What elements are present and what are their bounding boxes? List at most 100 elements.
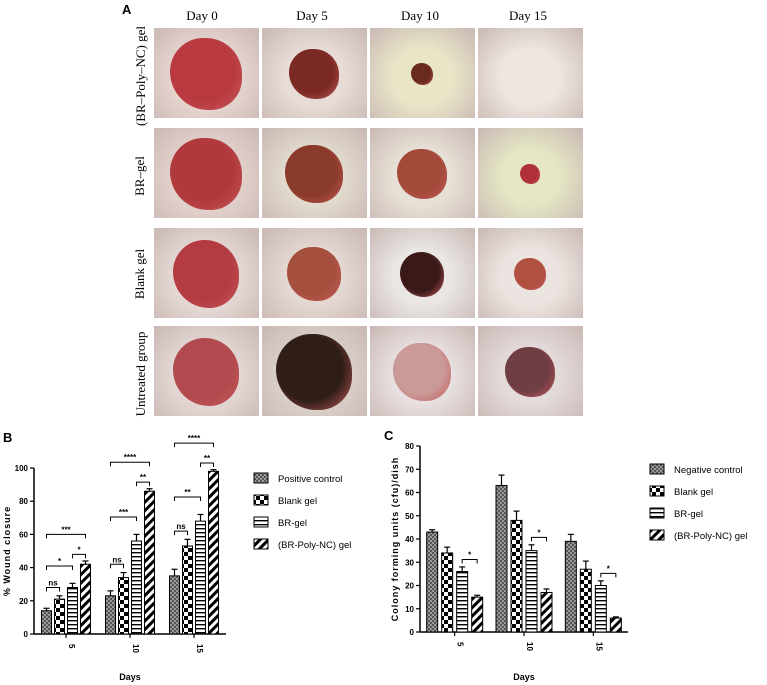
y-tick-label: 0 (410, 628, 415, 637)
bar-blank-gel-day-10 (510, 519, 523, 633)
wound-area (276, 333, 352, 411)
x-axis-label: Days (513, 672, 535, 682)
day-header-0: Day 0 (186, 8, 218, 23)
significance-label: * (58, 557, 62, 566)
legend-swatch (253, 494, 269, 506)
significance-bracket: **** (174, 434, 214, 448)
x-tick-label: 15 (195, 644, 204, 653)
significance-label: ns (48, 579, 58, 588)
legend-swatch (253, 472, 269, 484)
significance-label: ns (112, 555, 122, 564)
significance-label: * (468, 550, 472, 559)
legend-swatch (649, 529, 665, 541)
significance-bracket: *** (46, 525, 86, 539)
wound-area (410, 62, 434, 86)
wound-photo-r1-c1 (154, 28, 259, 118)
significance-bracket: ns (174, 522, 188, 536)
significance-bracket: * (461, 550, 478, 564)
wound-area (172, 240, 240, 308)
wound-photo-r3-c4 (478, 228, 583, 318)
bar-blank-gel-day-5 (441, 552, 454, 633)
wound-photo-r4-c4 (478, 326, 583, 416)
legend-label: Positive control (278, 474, 342, 485)
legend-swatch (649, 485, 665, 497)
day-header-15: Day 15 (509, 8, 547, 23)
x-tick-label: 15 (594, 642, 603, 651)
significance-label: ns (176, 522, 186, 531)
wound-photo-r3-c1 (154, 228, 259, 318)
wound-area (392, 342, 451, 402)
legend-label: Negative control (674, 465, 743, 476)
bar-blank-gel-day-15 (579, 568, 592, 633)
x-tick-label: 10 (525, 642, 534, 651)
significance-label: ** (184, 488, 191, 497)
y-tick-label: 100 (15, 464, 29, 473)
legend-label: (BR-Poly-NC) gel (674, 531, 747, 542)
bar-negative-control-day-5 (426, 531, 439, 633)
panel-a-letter: A (122, 2, 132, 17)
y-tick-label: 60 (405, 489, 414, 498)
legend-label: BR-gel (278, 518, 307, 529)
bar-br-gel-day-15 (594, 585, 607, 633)
wound-area (284, 144, 343, 204)
bar--br-poly-nc-gel-day-5 (471, 596, 484, 633)
significance-bracket: * (72, 545, 86, 559)
day-header-5: Day 5 (296, 8, 328, 23)
significance-label: *** (119, 508, 129, 517)
wound-photo-r1-c3 (370, 28, 475, 118)
y-tick-label: 10 (405, 605, 414, 614)
wound-photo-r2-c3 (370, 128, 475, 218)
significance-label: *** (61, 525, 71, 534)
y-tick-label: 70 (405, 465, 414, 474)
y-tick-label: 20 (19, 597, 28, 606)
significance-bracket: **** (110, 453, 150, 467)
wound-photo-r2-c4 (478, 128, 583, 218)
x-tick-label: 5 (67, 644, 76, 649)
y-axis-label: Colony forming units (cfu)/dish (390, 457, 400, 622)
wound-area (170, 38, 242, 110)
significance-label: * (537, 528, 541, 537)
y-tick-label: 30 (405, 558, 414, 567)
significance-label: **** (188, 434, 201, 443)
significance-label: * (77, 545, 81, 554)
day-header-10: Day 10 (401, 8, 439, 23)
wound-area (520, 164, 540, 184)
significance-bracket: ** (174, 488, 201, 502)
significance-bracket: ns (46, 579, 60, 592)
y-tick-label: 0 (24, 630, 29, 639)
significance-bracket: ** (200, 454, 214, 468)
wound-area (289, 49, 339, 99)
x-axis-label: Days (119, 672, 141, 682)
significance-label: ** (204, 454, 211, 463)
legend-label: (BR-Poly-NC) gel (278, 540, 351, 551)
significance-label: ** (140, 473, 147, 482)
legend-label: BR-gel (674, 509, 703, 520)
panel-b-letter: B (3, 430, 13, 445)
wound-area (397, 149, 447, 199)
wound-photo-r1-c2 (262, 28, 367, 118)
significance-label: **** (124, 453, 137, 462)
bar-negative-control-day-15 (564, 540, 577, 633)
significance-bracket: * (600, 564, 617, 578)
bar-br-gel-day-10 (525, 550, 538, 633)
wound-photo-r2-c2 (262, 128, 367, 218)
significance-bracket: *** (110, 508, 137, 521)
y-tick-label: 40 (19, 564, 28, 573)
wound-photo-r2-c1 (154, 128, 259, 218)
legend-swatch (253, 516, 269, 528)
significance-bracket: * (46, 557, 73, 570)
bar--br-poly-nc-gel-day-10 (540, 591, 553, 633)
legend-swatch (649, 507, 665, 519)
wound-area (505, 347, 555, 397)
x-tick-label: 5 (456, 642, 465, 647)
y-tick-label: 40 (405, 535, 414, 544)
wound-area (172, 338, 240, 406)
y-tick-label: 20 (405, 582, 414, 591)
legend-swatch (253, 538, 269, 550)
wound-area (287, 247, 341, 301)
x-tick-label: 10 (131, 644, 140, 653)
bar-br-gel-day-5 (456, 571, 469, 633)
bar--br-poly-nc-gel-day-15 (609, 617, 622, 633)
wound-photo-r3-c3 (370, 228, 475, 318)
